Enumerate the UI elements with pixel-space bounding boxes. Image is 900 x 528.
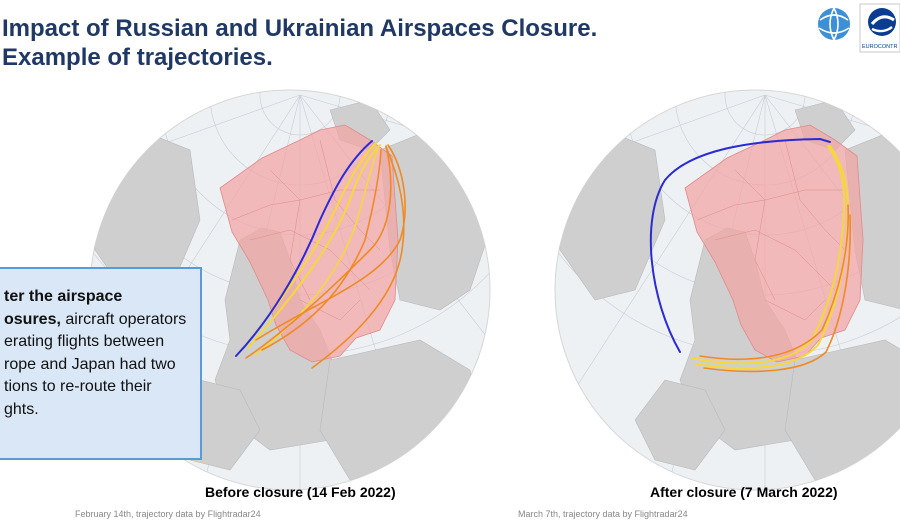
eurocontrol-logo-icon: EUROCONTR [859, 3, 900, 53]
closed-airspace-region [684, 124, 864, 363]
callout-bold-text: ter the airspace osures, [4, 288, 123, 328]
flight-trajectories [649, 137, 852, 373]
source-note-after: March 7th, trajectory data by Flightrada… [518, 509, 688, 519]
logo-label: EUROCONTR [862, 44, 897, 50]
page-title: Impact of Russian and Ukrainian Airspace… [2, 14, 597, 72]
info-callout-box: ter the airspace osures, aircraft operat… [0, 267, 202, 460]
logos: EUROCONTR [808, 2, 900, 54]
flight-trajectories [235, 140, 406, 369]
globe-after-closure [554, 89, 900, 491]
caption-after-closure: After closure (7 March 2022) [650, 484, 838, 500]
callout-body-text: aircraft operators erating flights betwe… [4, 310, 187, 418]
page-title-text: Impact of Russian and Ukrainian Airspace… [2, 15, 598, 71]
source-note-before: February 14th, trajectory data by Flight… [75, 509, 261, 519]
globe-logo-icon [818, 7, 850, 41]
land-masses [90, 99, 490, 481]
caption-before-closure: Before closure (14 Feb 2022) [205, 484, 396, 500]
